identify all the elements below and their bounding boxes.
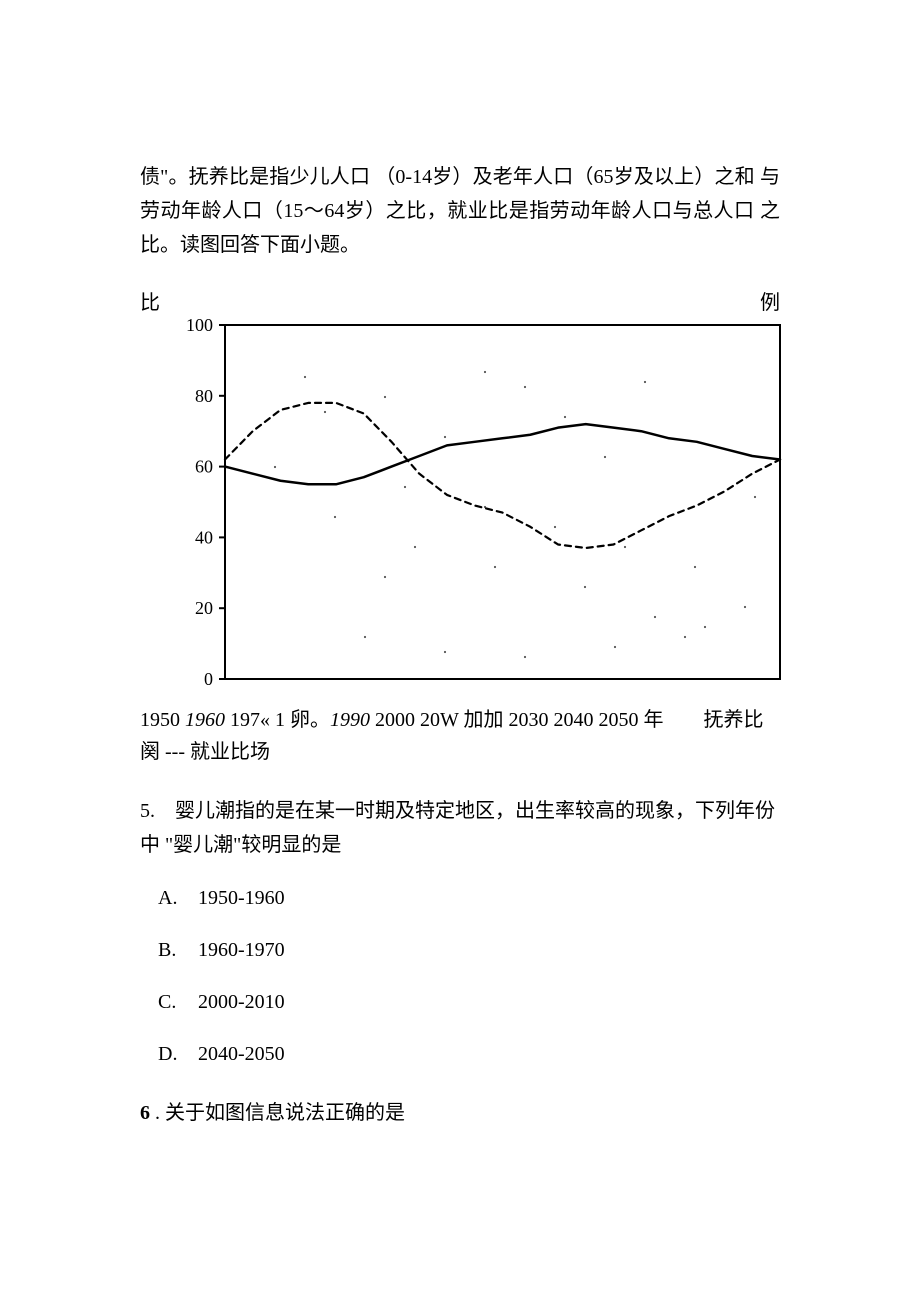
option-label: C. bbox=[158, 986, 198, 1018]
y-tick-label: 60 bbox=[195, 457, 213, 477]
xaxis-tick-text: 1990 bbox=[330, 709, 375, 731]
chart-container: 0 20 40 60 80 100 bbox=[170, 317, 780, 702]
ratio-left-char: 比 bbox=[140, 286, 160, 315]
xaxis-tick-text: 197« 1 卵。 bbox=[230, 709, 330, 731]
question-6: 6 . 关于如图信息说法正确的是 bbox=[140, 1096, 780, 1130]
answer-option[interactable]: C.2000-2010 bbox=[158, 986, 780, 1018]
question-5: 5. 婴儿潮指的是在某一时期及特定地区，出生率较高的现象，下列年份 中 "婴儿潮… bbox=[140, 794, 780, 862]
option-label: A. bbox=[158, 882, 198, 914]
y-tick-label: 80 bbox=[195, 386, 213, 406]
answer-option[interactable]: B.1960-1970 bbox=[158, 934, 780, 966]
question-5-number: 5. bbox=[140, 800, 155, 822]
answer-option[interactable]: D.2040-2050 bbox=[158, 1038, 780, 1070]
ratio-label-row: 比 例 bbox=[140, 286, 780, 315]
option-text: 1960-1970 bbox=[198, 939, 285, 961]
answer-option[interactable]: A.1950-1960 bbox=[158, 882, 780, 914]
xaxis-tick-text: 1960 bbox=[185, 709, 230, 731]
xaxis-tick-text: 1950 bbox=[140, 709, 185, 731]
question-5-text: 婴儿潮指的是在某一时期及特定地区，出生率较高的现象，下列年份 中 "婴儿潮"较明… bbox=[140, 800, 775, 856]
option-label: D. bbox=[158, 1038, 198, 1070]
option-text: 2000-2010 bbox=[198, 991, 285, 1013]
option-text: 1950-1960 bbox=[198, 887, 285, 909]
xaxis-tick-text: 2000 20W 加加 2030 2040 2050 年 bbox=[375, 709, 664, 731]
question-6-number: 6 bbox=[140, 1102, 150, 1124]
option-text: 2040-2050 bbox=[198, 1043, 285, 1065]
xaxis-label-line: 1950 1960 197« 1 卵。1990 2000 20W 加加 2030… bbox=[140, 704, 780, 768]
question-6-text: . 关于如图信息说法正确的是 bbox=[155, 1102, 405, 1124]
y-tick-label: 100 bbox=[186, 317, 213, 335]
ratio-right-char: 例 bbox=[760, 286, 780, 315]
question-5-options: A.1950-1960 B.1960-1970 C.2000-2010 D.2040-… bbox=[140, 882, 780, 1070]
y-tick-label: 20 bbox=[195, 598, 213, 618]
line-chart: 0 20 40 60 80 100 bbox=[170, 317, 790, 697]
document-body: 债"。抚养比是指少儿人口 （0-14岁）及老年人口（65岁及以上）之和 与劳动年… bbox=[0, 0, 920, 1190]
option-label: B. bbox=[158, 934, 198, 966]
intro-paragraph: 债"。抚养比是指少儿人口 （0-14岁）及老年人口（65岁及以上）之和 与劳动年… bbox=[140, 160, 780, 262]
y-tick-label: 0 bbox=[204, 669, 213, 689]
y-tick-label: 40 bbox=[195, 527, 213, 547]
